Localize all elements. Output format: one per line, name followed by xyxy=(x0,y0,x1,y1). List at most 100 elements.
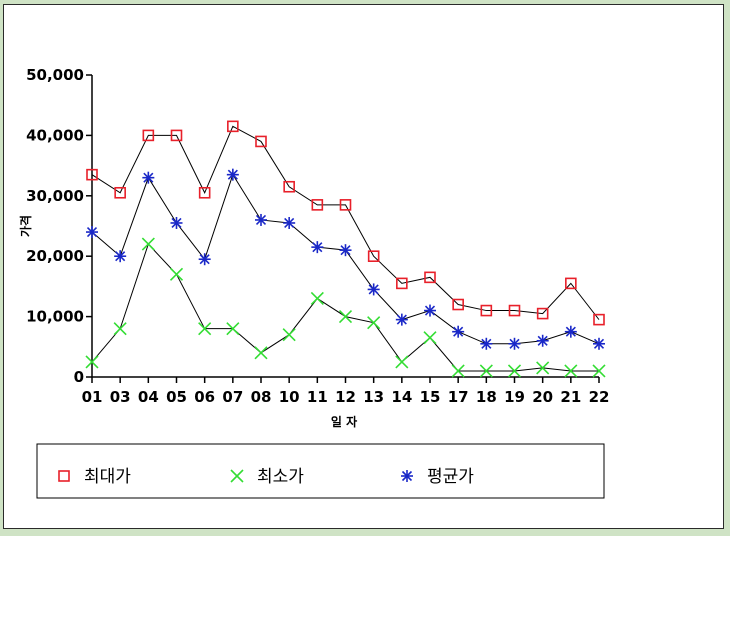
data-point-x xyxy=(395,355,409,369)
data-point-square xyxy=(142,129,155,142)
y-tick-label: 10,000 xyxy=(26,308,84,326)
x-tick-label: 22 xyxy=(589,388,610,406)
y-tick-label: 40,000 xyxy=(26,126,84,144)
data-point-star xyxy=(508,337,521,350)
data-point-square xyxy=(565,277,577,290)
data-point-star xyxy=(536,334,549,347)
data-point-x xyxy=(198,322,212,336)
x-axis-label: 일 자 xyxy=(331,414,357,429)
data-point-square xyxy=(424,271,436,284)
data-point-x xyxy=(423,331,437,345)
data-point-star xyxy=(395,313,408,326)
legend-box xyxy=(36,443,605,499)
x-tick-label: 12 xyxy=(335,388,356,406)
x-tick-label: 18 xyxy=(476,388,497,406)
legend-marker-star xyxy=(401,470,413,482)
data-point-square xyxy=(536,307,549,320)
data-point-x xyxy=(451,364,465,378)
legend-marker-x xyxy=(230,469,244,483)
data-point-star xyxy=(142,171,155,184)
y-tick-label: 0 xyxy=(74,368,84,386)
x-tick-label: 15 xyxy=(420,388,441,406)
data-point-x xyxy=(592,364,606,378)
series-line-square xyxy=(91,125,600,320)
x-tick-labels: 01 03 04 05 06 07 08 10 11 12 13 14 15 17 18 19 20 21 22 xyxy=(82,377,610,406)
data-point-star xyxy=(452,325,465,338)
data-point-star xyxy=(564,325,577,338)
x-tick-label: 19 xyxy=(504,388,525,406)
data-point-x xyxy=(282,328,296,342)
data-point-star xyxy=(480,337,493,350)
y-tick-label: 30,000 xyxy=(26,187,84,205)
data-point-square xyxy=(480,304,493,317)
x-tick-label: 07 xyxy=(222,388,243,406)
x-tick-label: 03 xyxy=(110,388,131,406)
data-point-square xyxy=(170,129,183,142)
x-tick-label: 05 xyxy=(166,388,187,406)
data-point-star xyxy=(283,216,296,229)
data-point-star xyxy=(255,213,267,226)
data-point-x xyxy=(254,346,268,360)
data-point-x xyxy=(141,237,155,251)
x-tick-label: 14 xyxy=(391,388,412,406)
y-tick-label: 50,000 xyxy=(26,66,84,84)
x-tick-label: 13 xyxy=(363,388,384,406)
data-point-square xyxy=(255,135,267,148)
data-point-x xyxy=(536,361,550,375)
data-point-x xyxy=(367,316,381,330)
chart-panel xyxy=(3,4,724,529)
x-tick-label: 04 xyxy=(138,388,159,406)
data-point-star xyxy=(424,304,436,317)
y-axis-label: 가격 xyxy=(18,215,33,237)
y-tick-label: 20,000 xyxy=(26,247,84,265)
data-point-x xyxy=(479,364,493,378)
data-point-x xyxy=(310,291,324,306)
x-tick-label: 08 xyxy=(251,388,272,406)
data-point-star xyxy=(311,241,324,254)
legend-label: 최소가 xyxy=(257,467,304,487)
data-point-square xyxy=(311,199,324,211)
x-tick-label: 17 xyxy=(448,388,469,406)
legend-marker-square xyxy=(58,470,70,482)
data-point-star xyxy=(226,168,239,181)
data-point-star xyxy=(339,244,352,257)
legend-label: 최대가 xyxy=(84,467,131,487)
series-line-x xyxy=(91,243,599,372)
data-point-square xyxy=(114,186,126,199)
data-point-star xyxy=(86,226,98,239)
data-point-x xyxy=(85,355,99,369)
x-tick-label: 01 xyxy=(82,388,103,406)
data-point-square xyxy=(227,120,239,133)
data-point-x xyxy=(338,310,353,324)
series-markers xyxy=(85,120,606,378)
data-point-x xyxy=(169,267,184,281)
data-point-square xyxy=(452,298,464,311)
data-point-star xyxy=(367,283,380,296)
data-point-x xyxy=(113,322,127,336)
x-tick-label: 10 xyxy=(279,388,300,406)
data-point-star xyxy=(198,253,211,266)
data-point-square xyxy=(396,277,408,290)
axes xyxy=(91,75,599,378)
legend: 최대가 최소가 평균가 xyxy=(36,443,605,499)
x-tick-label: 11 xyxy=(307,388,328,406)
data-point-star xyxy=(114,250,127,263)
data-point-x xyxy=(226,322,240,336)
data-point-star xyxy=(593,337,605,350)
data-point-square xyxy=(593,313,605,326)
data-point-square xyxy=(198,186,211,199)
data-point-square xyxy=(339,199,352,211)
y-tick-labels: 0 10,000 20,000 30,000 40,000 50,000 xyxy=(26,66,92,386)
data-point-star xyxy=(170,216,183,229)
data-point-square xyxy=(367,250,380,262)
data-point-square xyxy=(283,180,295,193)
data-point-square xyxy=(86,168,98,181)
legend-label: 평균가 xyxy=(427,467,474,487)
data-point-square xyxy=(508,304,521,317)
x-tick-label: 20 xyxy=(532,388,553,406)
x-tick-label: 21 xyxy=(560,388,581,406)
data-point-x xyxy=(507,364,522,378)
x-tick-label: 06 xyxy=(194,388,215,406)
data-point-x xyxy=(564,364,578,378)
